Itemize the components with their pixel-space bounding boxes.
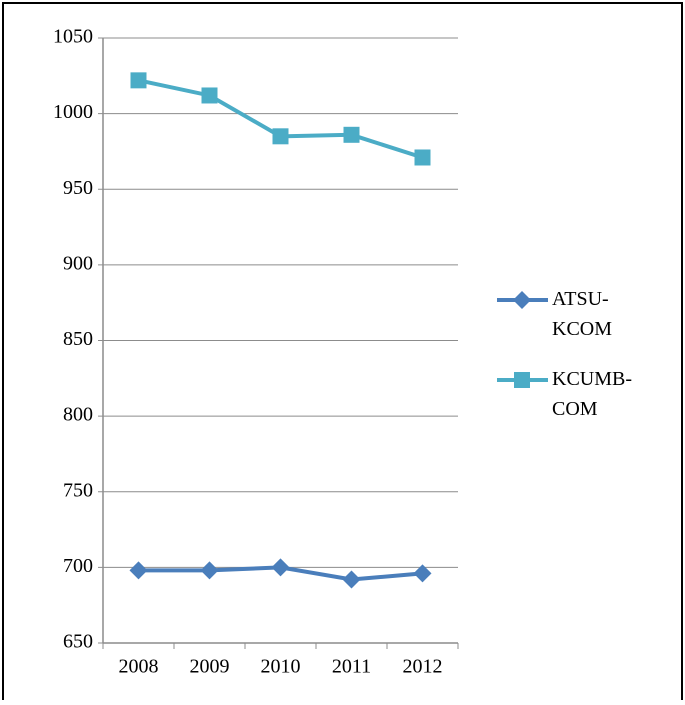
y-tick-label: 1000 (53, 101, 93, 123)
x-tick-label: 2009 (190, 656, 230, 678)
y-tick-label: 900 (63, 252, 93, 274)
data-point (271, 558, 290, 577)
legend-label: KCUMB-COM (552, 368, 633, 420)
data-point (413, 564, 432, 583)
data-point (200, 561, 219, 580)
y-tick-label: 950 (63, 177, 93, 199)
y-tick-label: 650 (63, 631, 93, 653)
legend-swatch-marker (514, 372, 530, 388)
y-tick-label: 700 (63, 555, 93, 577)
y-tick-label: 850 (63, 328, 93, 350)
series-line (138, 78, 424, 160)
data-point (130, 72, 147, 89)
data-point (201, 87, 218, 104)
legend-swatch-marker (513, 291, 531, 309)
data-point (272, 128, 289, 145)
x-tick-label: 2012 (403, 656, 443, 678)
legend-label: ATSU-KCOM (552, 288, 613, 340)
y-tick-label: 800 (63, 404, 93, 426)
data-point (414, 149, 431, 166)
data-point (343, 126, 360, 143)
x-tick-label: 2011 (332, 656, 371, 678)
data-point (129, 561, 148, 580)
y-tick-label: 1050 (53, 26, 93, 48)
x-tick-label: 2008 (119, 656, 159, 678)
x-tick-label: 2010 (261, 656, 301, 678)
data-point (342, 570, 361, 589)
y-tick-label: 750 (63, 479, 93, 501)
